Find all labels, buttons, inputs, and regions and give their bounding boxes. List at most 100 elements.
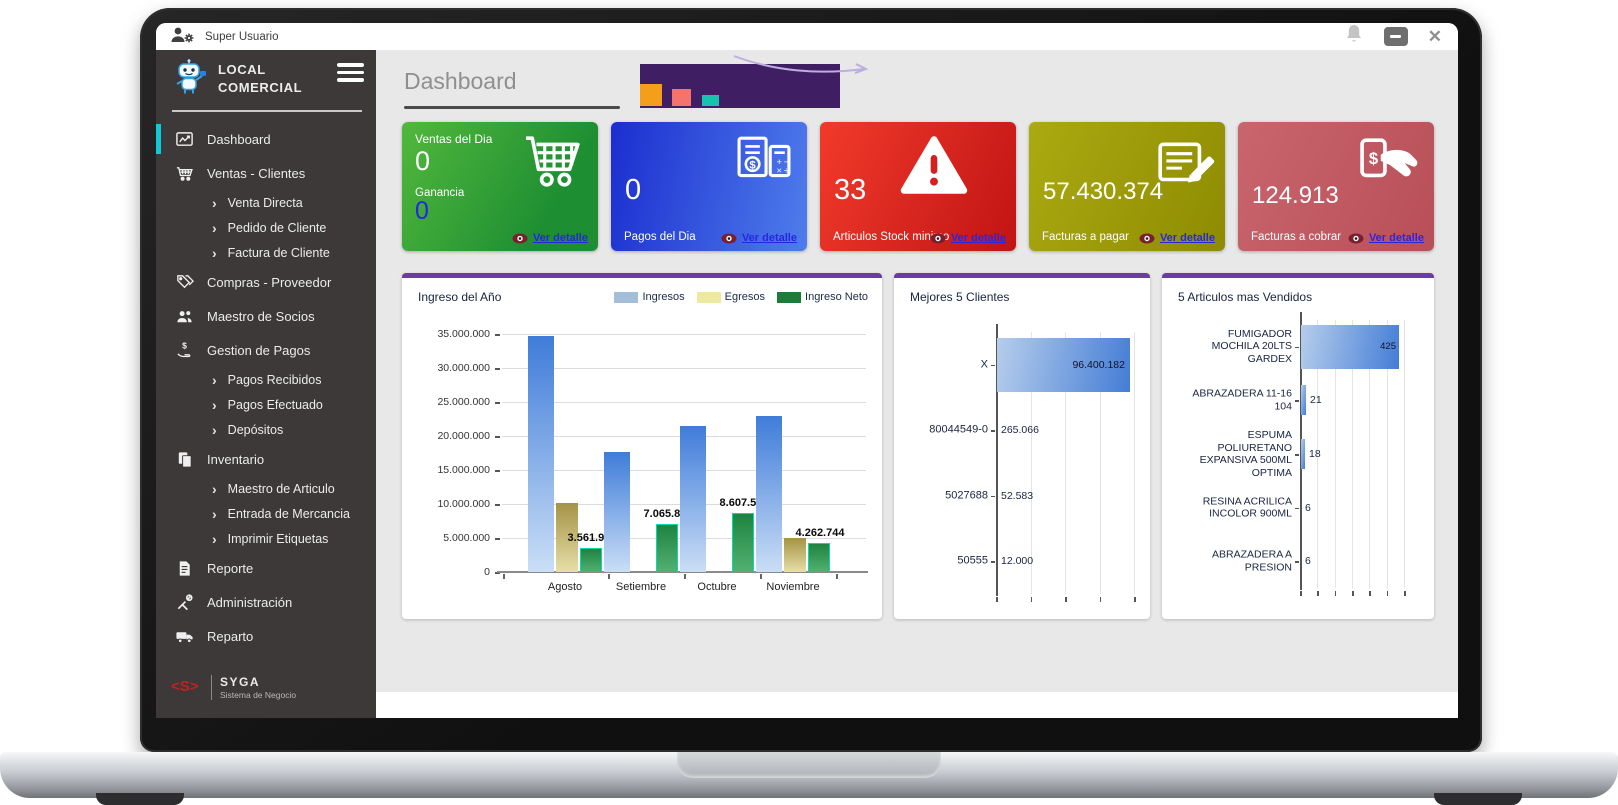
sidebar-item-depositos[interactable]: › Depósitos (212, 421, 284, 438)
card-facturas-a-pagar: 57.430.374 Facturas a pagar Ver detalle (1029, 122, 1225, 251)
category-tick (1295, 507, 1299, 510)
chevron-right-icon: › (212, 194, 217, 211)
user-gear-icon (170, 26, 196, 47)
sidebar-item-entrada-de-mercancia[interactable]: › Entrada de Mercancia (212, 505, 350, 522)
cart-icon (518, 132, 588, 195)
sidebar-item-imprimir-etiquetas[interactable]: › Imprimir Etiquetas (212, 530, 329, 547)
category-label: 50555 (957, 554, 988, 567)
ver-detalle-link[interactable]: Ver detalle (930, 232, 1006, 244)
sidebar-item-ventas-clientes[interactable]: Ventas - Clientes (156, 156, 376, 190)
sidebar-item-pagos-recibidos[interactable]: › Pagos Recibidos (212, 371, 322, 388)
chevron-right-icon: › (212, 219, 217, 236)
x-tick (760, 574, 762, 579)
sidebar-item-venta-directa[interactable]: › Venta Directa (212, 194, 303, 211)
sidebar-item-pagos-efectuado[interactable]: › Pagos Efectuado (212, 396, 323, 413)
sidebar-item-maestro-de-socios[interactable]: Maestro de Socios (156, 299, 376, 333)
logged-user-label: Super Usuario (205, 30, 279, 43)
bar-ingreso-neto (808, 543, 830, 572)
chart-title: 5 Articulos mas Vendidos (1178, 290, 1313, 304)
sidebar-item-maestro-de-articulo[interactable]: › Maestro de Articulo (212, 480, 335, 497)
x-tick (1030, 597, 1032, 602)
sidebar-item-administracion[interactable]: Administración (156, 585, 376, 619)
laptop-notch (677, 752, 941, 778)
x-axis-line (497, 571, 868, 573)
bar-egresos (784, 538, 806, 572)
ver-detalle-link[interactable]: Ver detalle (512, 232, 588, 244)
deco-square-4 (730, 98, 746, 106)
title-underline (404, 106, 620, 109)
gridline (502, 368, 866, 369)
gridline (1065, 332, 1066, 594)
page-title: Dashboard (404, 68, 517, 94)
category-label: FUMIGADOR MOCHILA 20LTS GARDEX (1211, 327, 1292, 366)
laptop-foot-left (96, 793, 184, 805)
minimize-icon (1390, 35, 1402, 38)
ver-detalle-link[interactable]: Ver detalle (1139, 232, 1215, 244)
bar-value-label: 6 (1305, 501, 1311, 514)
ver-detalle-link[interactable]: Ver detalle (721, 232, 797, 244)
category-label: ABRAZADERA 11-16 104 (1192, 387, 1292, 413)
bar-value-label: 425 (1380, 341, 1396, 353)
sidebar-item-dashboard[interactable]: Dashboard (156, 122, 376, 156)
bar-ingreso-neto (732, 513, 754, 572)
articulos-plot: FUMIGADOR MOCHILA 20LTS GARDEX 425 ABRAZAD… (1192, 312, 1406, 596)
gridline (1099, 332, 1101, 594)
chart-legend: Ingresos Egresos Ingreso Neto (614, 291, 868, 303)
facturas-pagar-value: 57.430.374 (1043, 178, 1164, 205)
chevron-right-icon: › (212, 371, 217, 388)
chevron-right-icon: › (212, 480, 217, 497)
tools-icon (174, 592, 194, 612)
category-label: 5027688 (945, 489, 988, 502)
gridline (1334, 320, 1336, 588)
bell-icon[interactable] (1344, 23, 1364, 50)
x-tick (1369, 591, 1371, 596)
ganancia-value: 0 (415, 197, 429, 226)
chevron-right-icon: › (212, 421, 217, 438)
category-tick (991, 561, 995, 563)
gridline (1317, 320, 1319, 588)
sidebar-item-reporte[interactable]: Reporte (156, 551, 376, 585)
gridline (1369, 320, 1371, 588)
y-tick (495, 334, 500, 336)
laptop-base (0, 752, 1618, 798)
warning-triangle-icon (898, 134, 970, 201)
eye-icon (930, 233, 946, 243)
bar-egresos (556, 503, 578, 572)
sidebar-item-pedido-de-cliente[interactable]: › Pedido de Cliente (212, 219, 327, 236)
svg-text:<S>: <S> (171, 678, 199, 695)
sidebar-item-gestion-de-pagos[interactable]: $ Gestion de Pagos (156, 333, 376, 367)
minimize-button[interactable] (1383, 27, 1408, 46)
category-tick (1295, 561, 1299, 563)
gridline (1030, 332, 1032, 594)
y-axis-line (996, 324, 998, 596)
y-tick-label: 35.000.000 (437, 328, 490, 340)
y-tick (495, 368, 500, 370)
svg-text:$: $ (1369, 149, 1378, 168)
sidebar-nav: Dashboard Ventas - Clientes › Venta Direc… (156, 118, 376, 663)
bar-ingresos (604, 452, 630, 572)
gridline (1386, 320, 1388, 588)
sidebar-item-reparto[interactable]: Reparto (156, 619, 376, 653)
category-label: ESPUMA POLIURETANO EXPANSIVA 500ML OPTIM… (1199, 428, 1292, 479)
hamburger-menu-icon[interactable] (337, 63, 364, 82)
eye-icon (1139, 233, 1155, 243)
x-tick (836, 574, 838, 579)
close-button[interactable]: ✕ (1427, 27, 1442, 46)
svg-text:÷: ÷ (784, 165, 789, 175)
ver-detalle-link[interactable]: Ver detalle (1348, 232, 1424, 244)
y-tick (495, 402, 500, 404)
sidebar-item-inventario[interactable]: Inventario (156, 442, 376, 476)
sidebar-item-compras-proveedor[interactable]: Compras - Proveedor (156, 265, 376, 299)
category-label: ABRAZADERA A PRESION (1212, 548, 1292, 574)
category-tick (991, 430, 995, 432)
bar-ingreso-neto (580, 548, 602, 572)
chevron-right-icon: › (212, 244, 217, 261)
svg-text:−: − (784, 157, 789, 167)
bar-value-label: 52.583 (1001, 489, 1034, 502)
sidebar-item-factura-de-cliente[interactable]: › Factura de Cliente (212, 244, 330, 261)
bar-425: 425 (1301, 324, 1399, 369)
x-tick (1099, 597, 1101, 602)
bar-18 (1301, 439, 1305, 469)
bar-value-label: 21 (1310, 394, 1322, 407)
memo-pencil-icon (1155, 136, 1217, 197)
